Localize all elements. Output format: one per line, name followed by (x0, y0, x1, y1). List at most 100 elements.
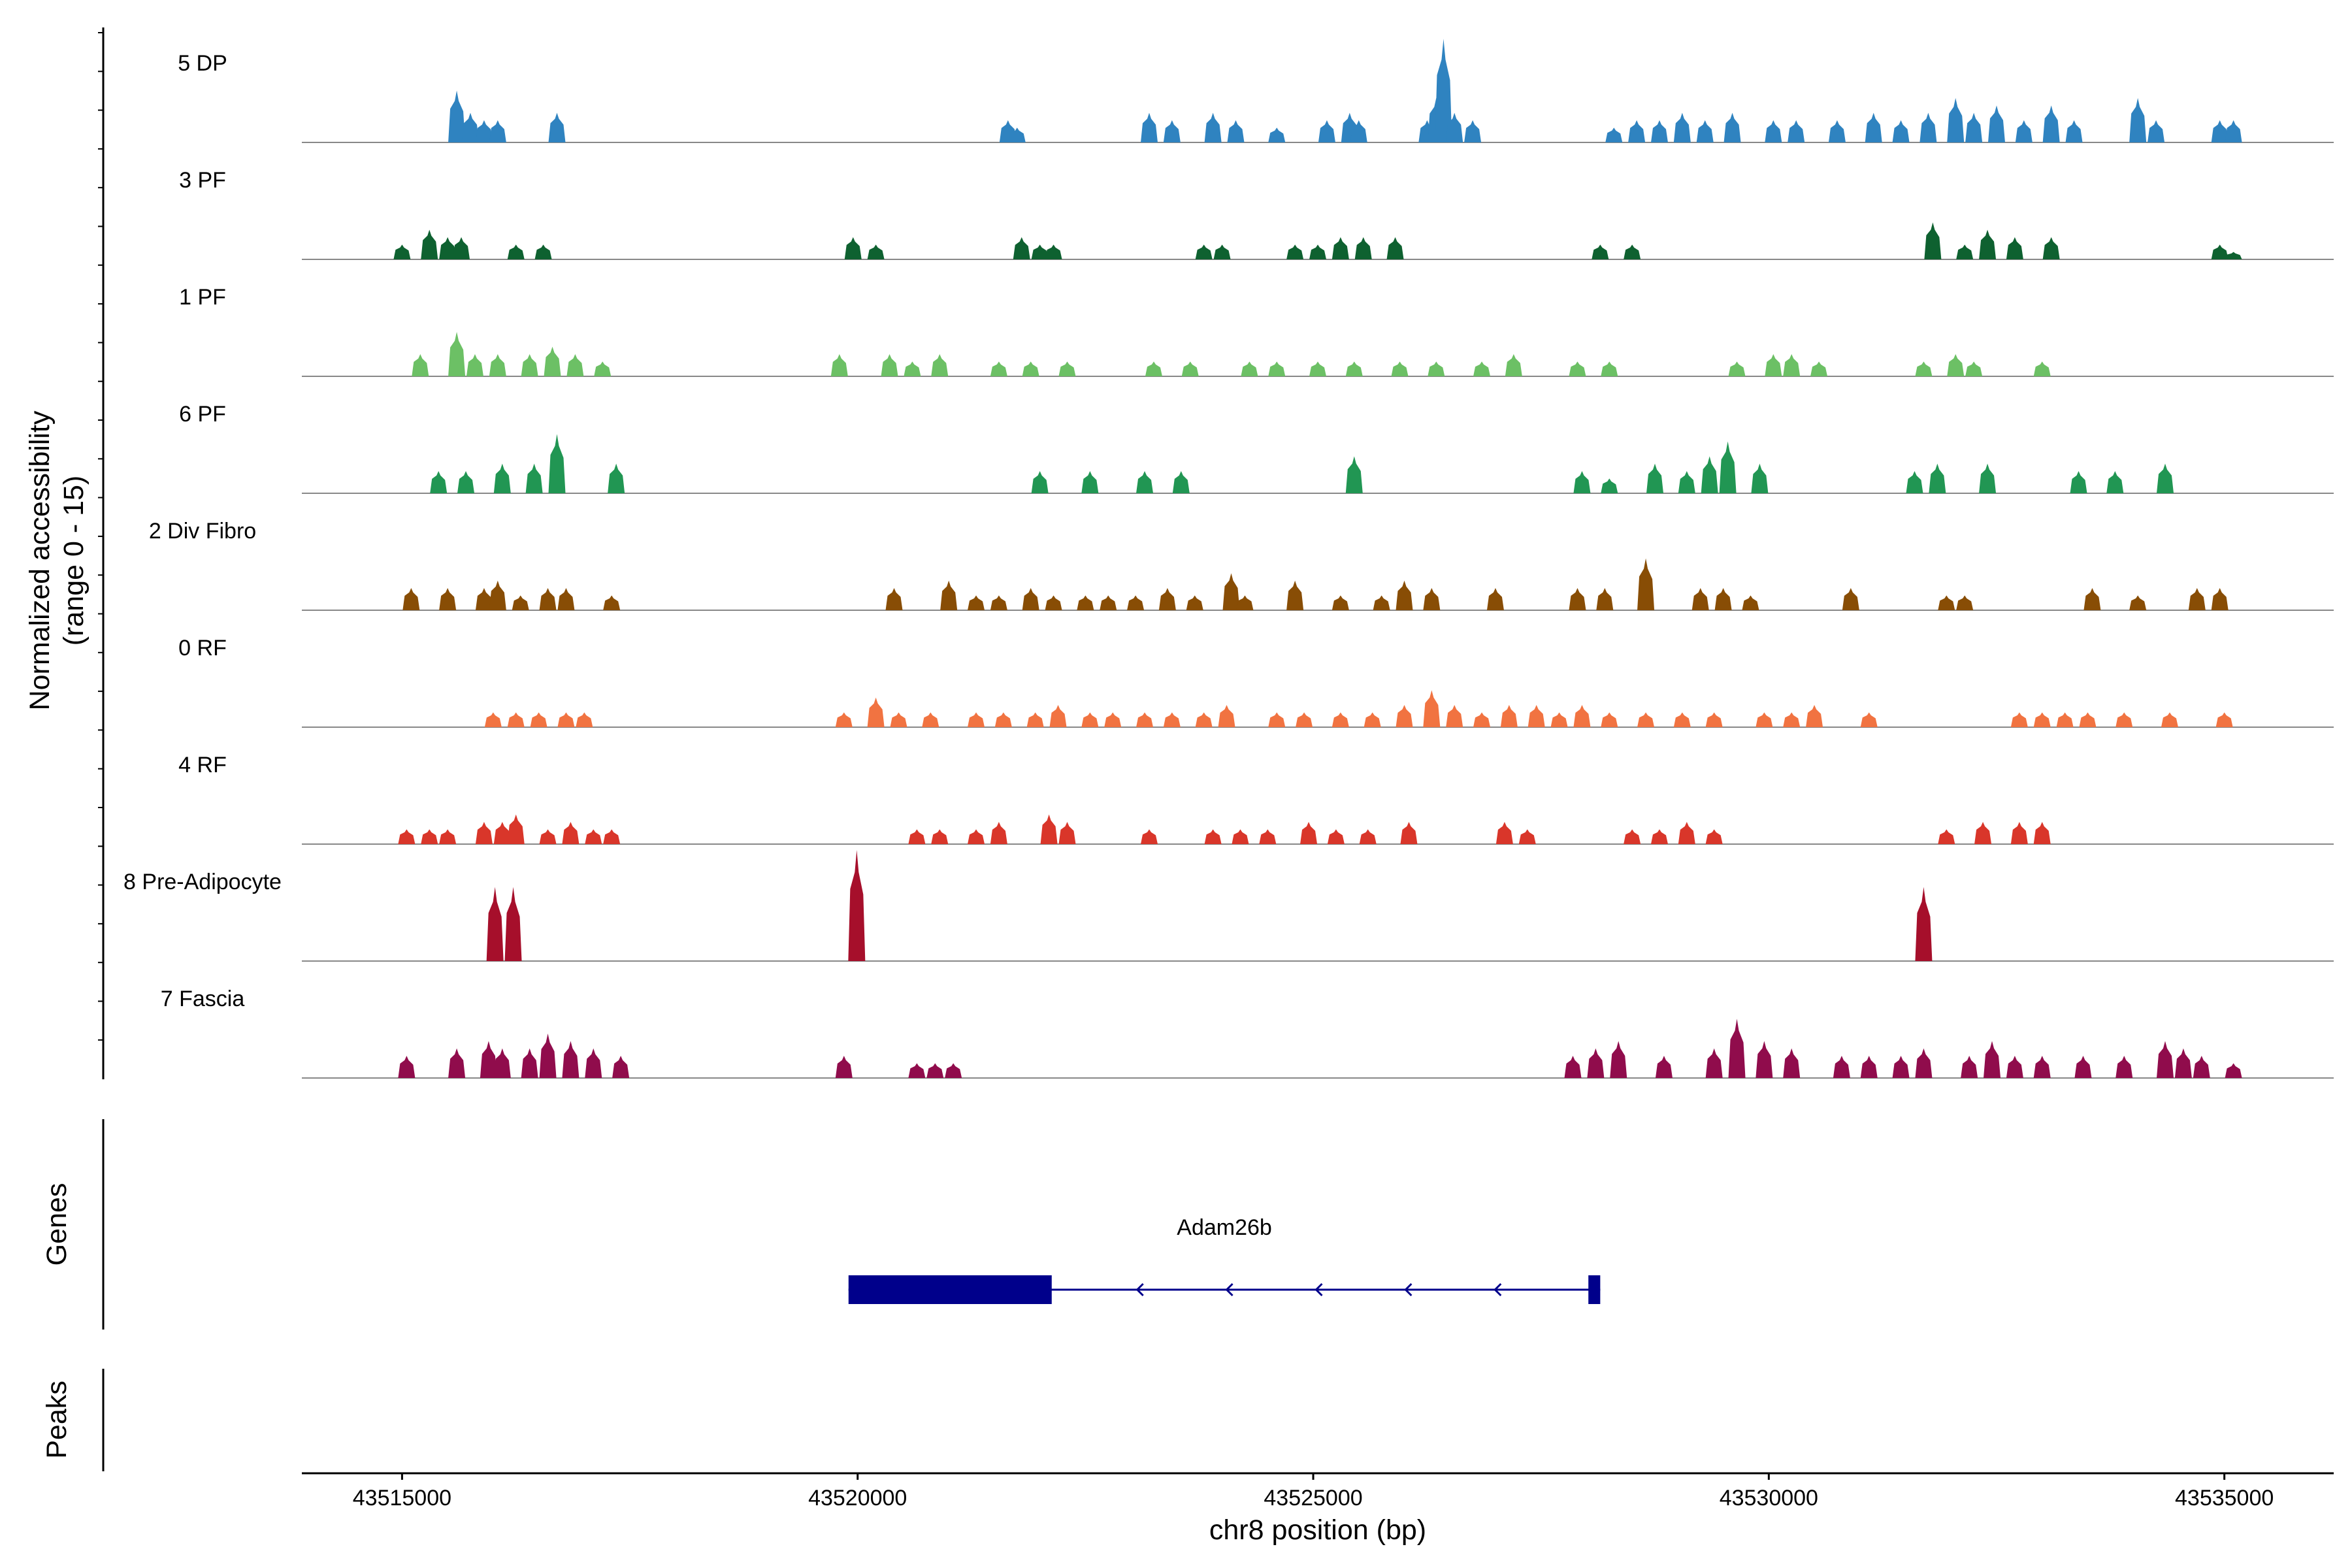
coverage-peak (1919, 112, 1937, 142)
coverage-peak (1204, 112, 1222, 142)
coverage-peak (2033, 1056, 2051, 1078)
coverage-peak (1505, 354, 1522, 376)
coverage-peak (1979, 463, 1997, 493)
coverage-peak (2006, 1056, 2023, 1078)
coverage-peak (1860, 1056, 1878, 1078)
coverage-peak (2042, 237, 2060, 259)
coverage-peak (931, 829, 949, 844)
coverage-peak (1756, 712, 1773, 727)
coverage-peak (2115, 712, 2133, 727)
coverage-peak (1833, 1056, 1850, 1078)
coverage-peak (421, 229, 438, 259)
coverage-peak (1628, 120, 1646, 142)
coverage-peak (2010, 712, 2028, 727)
track-label: 4 RF (178, 753, 227, 777)
coverage-peak (1701, 456, 1718, 493)
coverage-peak (2015, 120, 2033, 142)
x-tick-label: 43530000 (1720, 1486, 1818, 1511)
coverage-peak (489, 580, 506, 610)
coverage-peak (1938, 595, 1955, 610)
coverage-peak (1938, 829, 1955, 844)
coverage-peak (1268, 127, 1286, 142)
coverage-peak (1259, 829, 1277, 844)
coverage-peak (1573, 471, 1591, 493)
coverage-peak (525, 463, 543, 493)
coverage-peak (1345, 456, 1363, 493)
coverage-peak (1268, 361, 1286, 376)
coverage-peak (1719, 441, 1737, 493)
coverage-peak (994, 712, 1012, 727)
coverage-peak (1751, 463, 1769, 493)
coverage-peak (1045, 244, 1062, 259)
track-4: 6 PF (179, 402, 2334, 494)
coverage-peak (1373, 595, 1390, 610)
coverage-peak (521, 354, 538, 376)
coverage-peak (493, 822, 511, 844)
coverage-peak (1136, 471, 1154, 493)
coverage-peak (1495, 822, 1513, 844)
coverage-peak (594, 361, 612, 376)
coverage-peak (1637, 712, 1655, 727)
coverage-peak (1518, 829, 1536, 844)
x-axis-ticks: 43515000 43520000 43525000 43530000 43535000 (353, 1473, 2274, 1511)
coverage-peak (1140, 829, 1158, 844)
coverage-peak (1318, 120, 1335, 142)
coverage-peak (1788, 120, 1805, 142)
x-tick-label: 43525000 (1264, 1486, 1362, 1511)
coverage-peak (1860, 712, 1878, 727)
coverage-peak (2211, 120, 2229, 142)
coverage-peak (1140, 112, 1158, 142)
gene-label: Adam26b (1177, 1215, 1272, 1240)
coverage-peak (439, 829, 457, 844)
coverage-peak (466, 354, 483, 376)
coverage-peak (2074, 1056, 2092, 1078)
track-label: 8 Pre-Adipocyte (123, 870, 282, 894)
coverage-peak (603, 595, 621, 610)
coverage-peak (484, 712, 502, 727)
coverage-peak (1127, 595, 1145, 610)
coverage-peak (1022, 361, 1039, 376)
coverage-peak (1049, 705, 1067, 727)
coverage-peak (2211, 244, 2229, 259)
coverage-peak (1473, 361, 1491, 376)
track-6: 0 RF (178, 636, 2334, 728)
coverage-peak (1965, 361, 1983, 376)
coverage-peak (2065, 120, 2083, 142)
x-axis-label: chr8 position (bp) (1209, 1514, 1426, 1546)
peaks-panel-label: Peaks (41, 1380, 73, 1459)
coverage-peak (1596, 588, 1614, 610)
coverage-peak (885, 588, 903, 610)
coverage-peak (448, 332, 466, 376)
coverage-peak (1915, 887, 1933, 961)
coverage-peak (1026, 712, 1044, 727)
track-label: 2 Div Fibro (149, 519, 256, 544)
coverage-peak (2188, 588, 2206, 610)
coverage-peak (1031, 471, 1049, 493)
coverage-peak (1714, 588, 1732, 610)
coverage-peak (1213, 244, 1231, 259)
x-tick-label: 43520000 (808, 1486, 907, 1511)
coverage-peak (412, 354, 429, 376)
coverage-peak (1227, 120, 1245, 142)
coverage-peak (1031, 244, 1049, 259)
coverage-peak (1892, 1056, 1910, 1078)
coverage-peak (1218, 705, 1235, 727)
coverage-peak (585, 1048, 602, 1078)
coverage-peak (2225, 252, 2242, 259)
coverage-peak (457, 471, 475, 493)
y-axis-label: Normalized accessibility (24, 410, 56, 710)
coverage-peak (1587, 1048, 1605, 1078)
coverage-peak (1947, 98, 1965, 142)
track-9: 7 Fascia (161, 987, 2334, 1079)
coverage-peak (1915, 361, 1933, 376)
coverage-peak (448, 90, 466, 142)
coverage-peak (1956, 244, 1974, 259)
coverage-peak (1673, 112, 1691, 142)
coverage-peak (1842, 588, 1859, 610)
coverage-peak (2106, 471, 2124, 493)
coverage-peak (1400, 822, 1418, 844)
strand-arrow-icon (1494, 1282, 1502, 1297)
coverage-peak (1163, 712, 1181, 727)
coverage-peak (1232, 829, 1249, 844)
coverage-peak (908, 829, 926, 844)
